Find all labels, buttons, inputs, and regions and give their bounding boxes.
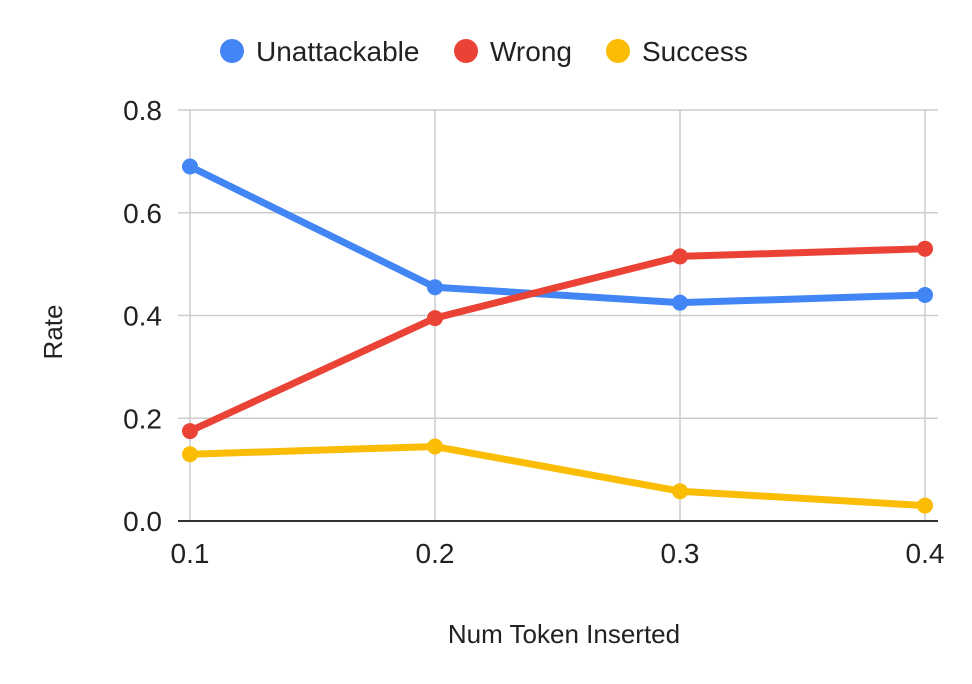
data-point-success: [917, 497, 933, 514]
gridlines: [178, 109, 938, 522]
legend-marker-unattackable: [220, 39, 244, 63]
data-point-wrong: [182, 423, 198, 440]
series-line-wrong: [186, 245, 929, 435]
y-tick-label: 0.2: [123, 403, 162, 434]
data-point-wrong: [917, 240, 933, 257]
y-tick-label: 0.8: [123, 95, 162, 126]
y-tick-label: 0.0: [123, 506, 162, 537]
x-tick-label: 0.1: [171, 538, 210, 569]
x-axis-title: Num Token Inserted: [448, 619, 680, 649]
data-point-unattackable: [182, 158, 198, 175]
data-point-unattackable: [672, 294, 688, 311]
legend-label-unattackable: Unattackable: [256, 36, 419, 67]
data-series: [182, 158, 933, 514]
legend-marker-wrong: [454, 39, 478, 63]
legend-label-success: Success: [642, 36, 748, 67]
data-point-unattackable: [917, 286, 933, 303]
data-point-success: [672, 483, 688, 500]
tick-labels: 0.0 0.2 0.4 0.6 0.8 0.1 0.2 0.3 0.4: [123, 95, 944, 569]
y-axis-title: Rate: [38, 305, 68, 360]
data-point-wrong: [427, 310, 443, 327]
data-point-unattackable: [427, 279, 443, 296]
y-tick-label: 0.6: [123, 198, 162, 229]
data-point-success: [182, 446, 198, 463]
data-point-success: [427, 438, 443, 455]
legend-marker-success: [606, 39, 630, 63]
x-tick-label: 0.4: [906, 538, 945, 569]
x-tick-label: 0.3: [661, 538, 700, 569]
series-line-unattackable: [186, 163, 929, 307]
legend-label-wrong: Wrong: [490, 36, 572, 67]
data-point-wrong: [672, 248, 688, 265]
series-line-success: [186, 443, 929, 510]
legend: Unattackable Wrong Success: [220, 36, 748, 67]
x-tick-label: 0.2: [416, 538, 455, 569]
y-tick-label: 0.4: [123, 301, 162, 332]
